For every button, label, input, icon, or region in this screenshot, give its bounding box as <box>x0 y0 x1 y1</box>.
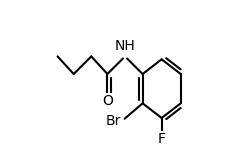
Text: Br: Br <box>105 114 120 128</box>
Text: O: O <box>102 94 113 108</box>
Text: F: F <box>158 132 166 146</box>
Text: NH: NH <box>114 39 136 53</box>
